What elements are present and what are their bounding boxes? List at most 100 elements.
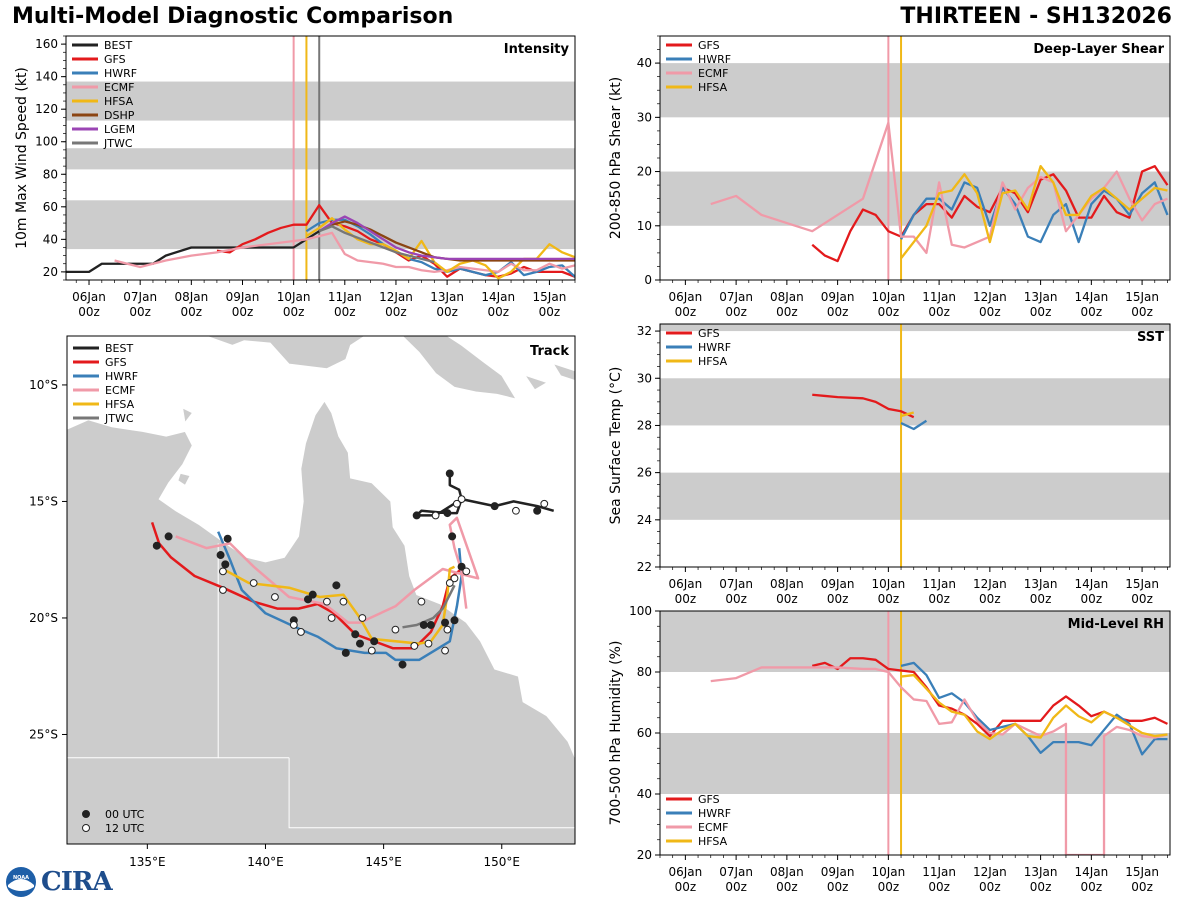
intensity-legend-label-lgem: LGEM — [104, 123, 135, 136]
track-marker-12utc — [391, 625, 400, 634]
track-marker-12utc — [452, 499, 461, 508]
intensity-xtick-day-2: 08Jan — [174, 290, 208, 304]
track-marker-12utc — [219, 586, 227, 594]
rh-title: Mid-Level RH — [1068, 617, 1164, 632]
intensity-legend-label-hfsa: HFSA — [104, 95, 134, 108]
rh-xtick-day-0: 06Jan — [668, 865, 702, 879]
shear-xtick-hour-1: 00z — [725, 305, 747, 319]
shear-series-group — [710, 121, 1169, 263]
track-legend-label-gfs: GFS — [105, 356, 127, 369]
track-marker-12utc — [462, 567, 471, 576]
shear-xtick-hour-2: 00z — [776, 305, 798, 319]
intensity-ytick-label-2: 60 — [43, 200, 58, 214]
noaa-logo-text: NOAA — [13, 875, 29, 881]
track-marker-00utc — [308, 590, 317, 599]
track-marker-00utc — [457, 562, 466, 571]
sst-series-gfs — [812, 393, 915, 419]
track-legend-label-hwrf: HWRF — [105, 370, 138, 383]
track-marker-00utc — [216, 551, 225, 560]
rh-ytick-label-1: 40 — [637, 787, 652, 801]
track-legend-label-jtwc: JTWC — [104, 412, 134, 425]
sst-xtick-day-6: 12Jan — [973, 577, 1007, 591]
cira-logo: NOAA CIRA — [4, 864, 113, 900]
intensity-xtick-hour-3: 00z — [232, 305, 254, 319]
track-marker-00utc — [332, 581, 341, 590]
intensity-title: Intensity — [504, 42, 570, 57]
rh-xtick-day-6: 12Jan — [973, 865, 1007, 879]
rh-xtick-day-1: 07Jan — [719, 865, 753, 879]
shear-series-hfsa — [900, 164, 1168, 260]
rh-xtick-hour-0: 00z — [675, 880, 697, 894]
shear-ylabel: 200-850 hPa Shear (kt) — [608, 77, 624, 239]
sst-xtick-hour-9: 00z — [1131, 592, 1153, 606]
track-lat-label-3: 25°S — [29, 727, 58, 741]
intensity-xtick-day-6: 12Jan — [379, 290, 413, 304]
track-lat-label-0: 10°S — [29, 378, 58, 392]
intensity-xtick-hour-6: 00z — [385, 305, 407, 319]
shear-xtick-hour-6: 00z — [979, 305, 1001, 319]
intensity-series-ecmf — [114, 231, 575, 274]
intensity-xtick-day-8: 14Jan — [481, 290, 515, 304]
rh-series-ecmf — [710, 666, 1168, 855]
intensity-chart: 20 40 60 80 100 120 140 160 10m Max Wind Speed (… — [14, 35, 576, 319]
track-marker-12utc — [417, 597, 426, 606]
island-1 — [553, 363, 575, 381]
intensity-xtick-day-3: 09Jan — [226, 290, 260, 304]
track-legend-label-ecmf: ECMF — [105, 384, 135, 397]
intensity-band-1 — [66, 148, 575, 170]
shear-xtick-hour-9: 00z — [1131, 305, 1153, 319]
sst-xtick-hour-7: 00z — [1030, 592, 1052, 606]
shear-band-0 — [660, 171, 1170, 226]
intensity-xtick-hour-1: 00z — [129, 305, 151, 319]
track-marker-00utc — [450, 616, 459, 625]
track-lon-label-3: 150°E — [484, 855, 521, 869]
intensity-legend-label-ecmf: ECMF — [104, 81, 134, 94]
rh-xtick-day-9: 15Jan — [1125, 865, 1159, 879]
track-map: 135°E 140°E 145°E 150°E 10°S 15°S 20°S 25°S Trac… — [29, 335, 576, 869]
sst-ytick-label-3: 28 — [637, 418, 652, 432]
shear-title: Deep-Layer Shear — [1033, 42, 1164, 57]
rh-xtick-hour-9: 00z — [1131, 880, 1153, 894]
shear-legend-label-hwrf: HWRF — [698, 53, 731, 66]
cira-logo-text: CIRA — [41, 867, 113, 897]
track-legend-label-best: BEST — [105, 342, 133, 355]
rh-ylabel: 700-500 hPa Humidity (%) — [608, 641, 624, 826]
rh-legend-label-hwrf: HWRF — [698, 807, 731, 820]
intensity-legend-label-dshp: DSHP — [104, 109, 135, 122]
track-marker-12utc — [450, 574, 459, 583]
sst-band-2 — [660, 324, 1170, 332]
track-marker-00utc — [304, 595, 313, 604]
rh-xtick-day-3: 09Jan — [821, 865, 855, 879]
track-marker-12utc — [219, 567, 227, 576]
shear-xtick-hour-4: 00z — [878, 305, 900, 319]
track-marker-12utc — [424, 639, 433, 648]
track-marker-00utc — [412, 511, 421, 520]
shear-frame — [659, 35, 1171, 281]
intensity-xtick-day-4: 10Jan — [277, 290, 311, 304]
track-map-layer — [67, 336, 575, 844]
rh-xtick-hour-7: 00z — [1030, 880, 1052, 894]
track-line-jtwc — [402, 584, 456, 629]
shear-ytick-label-2: 20 — [637, 165, 652, 179]
sst-legend-label-gfs: GFS — [698, 327, 720, 340]
track-marker-00utc — [448, 532, 457, 541]
border-qld-nsw — [288, 757, 575, 829]
intensity-series-best — [66, 230, 320, 274]
intensity-xtick-day-7: 13Jan — [430, 290, 464, 304]
storm-id-title: THIRTEEN - SH132026 — [900, 4, 1172, 29]
track-legend-label-hfsa: HFSA — [105, 398, 135, 411]
track-marker-00utc — [164, 532, 173, 541]
intensity-xtick-day-0: 06Jan — [72, 290, 106, 304]
intensity-series-group — [66, 204, 575, 280]
track-marker-legend-label-1: 12 UTC — [105, 822, 145, 835]
shear-series-ecmf — [710, 121, 1168, 255]
track-marker-12utc — [297, 628, 305, 636]
intensity-xtick-day-5: 11Jan — [328, 290, 362, 304]
sst-legend-label-hwrf: HWRF — [698, 341, 731, 354]
track-marker-12utc — [367, 646, 376, 655]
track-marker-12utc — [443, 625, 452, 634]
rh-xtick-day-8: 14Jan — [1074, 865, 1108, 879]
shear-ytick-label-3: 30 — [637, 110, 652, 124]
rh-band-1 — [660, 611, 1170, 672]
